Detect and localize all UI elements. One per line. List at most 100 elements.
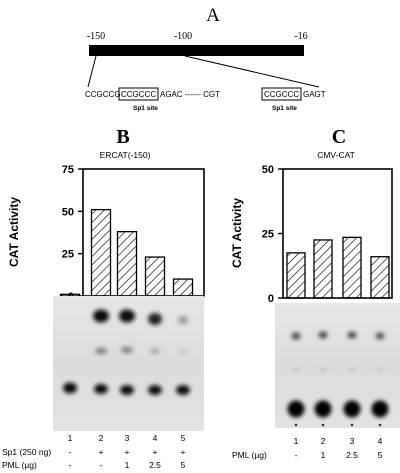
pml-cell-b: 1 <box>125 460 130 470</box>
tlc-spots-b <box>63 309 190 395</box>
tlc-spot <box>318 331 328 339</box>
sp1-box-2 <box>261 87 302 101</box>
tlc-spot <box>375 332 385 340</box>
seq-left: CCGCCG <box>85 90 121 99</box>
zoom-line-right <box>184 55 320 88</box>
chart-c-bar-2 <box>313 239 333 299</box>
pml-cell-b: 5 <box>181 460 186 470</box>
lane-num-b: 4 <box>153 433 158 443</box>
tlc-spot <box>93 309 109 323</box>
panel-b-letter: B <box>116 126 129 148</box>
chart-b-bar-1 <box>59 293 81 297</box>
sp1-cell: - <box>69 447 72 457</box>
chart-b-bar-2 <box>90 208 112 297</box>
tlc-spot <box>287 400 305 418</box>
lane-num-c: 4 <box>378 436 383 446</box>
tlc-spot <box>94 384 108 394</box>
sp1-site-label-1: Sp1 site <box>133 105 158 112</box>
tlc-spot <box>348 367 356 373</box>
seq-mid: AGAC ------ CGT <box>160 90 220 99</box>
chart-b-bar-5 <box>172 278 194 297</box>
chart-b-ytick-label: 25 <box>62 249 74 261</box>
tlc-spot <box>148 313 162 325</box>
panel-b: B ERCAT(-150) CAT Activity 0255075 <box>2 126 205 470</box>
chart-c-bars <box>286 236 390 299</box>
chart-b-axis: 0255075 <box>62 164 83 303</box>
chart-c-ytick-label: 50 <box>262 164 274 176</box>
coord-label-16: -16 <box>294 31 307 42</box>
tlc-spot <box>119 309 135 323</box>
chart-b-bar-3 <box>116 231 138 297</box>
tlc-origin-dot <box>378 423 382 427</box>
chart-c-bar-1 <box>286 252 306 299</box>
sp1-row-label: Sp1 (250 ng) <box>2 447 51 457</box>
tlc-spot <box>371 400 389 418</box>
tlc-spot <box>179 349 187 355</box>
pml-cell-c: 2.5 <box>346 450 358 460</box>
lane-num-c: 2 <box>321 436 326 446</box>
chart-b-title: ERCAT(-150) <box>100 150 151 160</box>
lane-num-b: 5 <box>181 433 186 443</box>
chart-c-ylabel: CAT Activity <box>230 198 244 268</box>
tlc-spot <box>343 400 361 418</box>
lane-table-b: 1 2 3 4 5 Sp1 (250 ng) - + + + + PML (µg… <box>2 433 186 470</box>
seq-box1: CCGCCC <box>121 90 156 99</box>
lane-num-c: 1 <box>294 436 299 446</box>
sp1-cell: + <box>125 447 130 457</box>
pml-row-label-b: PML (µg) <box>2 460 37 470</box>
sp1-cell: + <box>99 447 104 457</box>
zoom-line-left <box>87 55 97 88</box>
sp1-cell: + <box>181 447 186 457</box>
tlc-spot <box>292 367 300 373</box>
tlc-spot <box>95 347 107 355</box>
lane-num-b: 1 <box>68 433 73 443</box>
chart-c-ytick-label: 0 <box>268 293 274 305</box>
lane-num-c: 3 <box>350 436 355 446</box>
lane-num-b: 3 <box>125 433 130 443</box>
pml-cell-b: - <box>69 460 72 470</box>
tlc-plate-b-left <box>53 296 84 431</box>
tlc-spot <box>291 332 301 340</box>
tlc-spot <box>121 346 133 354</box>
tlc-origin-dot <box>321 423 325 427</box>
pml-cell-b: 2.5 <box>149 460 161 470</box>
pml-cell-c: 1 <box>321 450 326 460</box>
chart-b-ylabel: CAT Activity <box>7 197 21 267</box>
sp1-box-1 <box>118 87 159 101</box>
tlc-spot <box>120 385 134 395</box>
seq-box2: CCGCCC <box>264 90 299 99</box>
chart-b-ytick-label: 50 <box>62 206 74 218</box>
panel-a: A -150 -100 -16 CCGCCG CCGCCC AGAC -----… <box>85 5 326 112</box>
tlc-spot <box>347 331 357 339</box>
chart-c-ytick-label: 25 <box>262 229 274 241</box>
chart-b-bar-4 <box>144 256 166 297</box>
chart-b-bars <box>59 208 194 297</box>
coord-label-150: -150 <box>87 31 105 42</box>
tlc-spot <box>176 385 190 395</box>
panel-a-letter: A <box>206 5 220 26</box>
tlc-spots-c <box>287 331 389 427</box>
coord-label-100: -100 <box>174 31 192 42</box>
sp1-site-label-2: Sp1 site <box>272 105 297 112</box>
pml-cell-c: 5 <box>378 450 383 460</box>
panel-c-letter: C <box>332 126 346 148</box>
sp1-cell: + <box>153 447 158 457</box>
tlc-spot <box>63 382 77 394</box>
chart-c-title: CMV-CAT <box>317 150 355 160</box>
seq-right: GAGT <box>303 90 326 99</box>
chart-c-axis: 0 25 50 <box>262 164 283 305</box>
chart-c-bar-4 <box>370 256 390 299</box>
promoter-bar <box>89 45 304 56</box>
tlc-spot <box>314 400 332 418</box>
pml-cell-c: - <box>295 450 298 460</box>
tlc-origin-dot <box>350 423 354 427</box>
tlc-spot <box>376 367 384 373</box>
tlc-spot <box>178 316 188 324</box>
lane-table-c: 1 2 3 4 PML (µg) - 1 2.5 5 <box>232 436 383 460</box>
pml-cell-b: - <box>100 460 103 470</box>
chart-c-bar-3 <box>342 236 362 299</box>
tlc-spot <box>148 385 162 395</box>
pml-row-label-c: PML (µg) <box>232 450 267 460</box>
